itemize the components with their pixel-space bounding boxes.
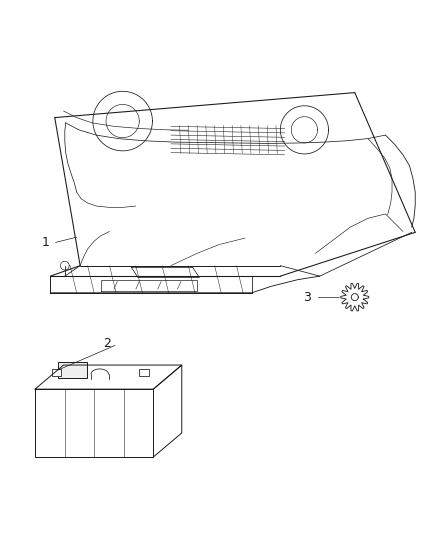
Bar xyxy=(139,369,149,376)
Bar xyxy=(52,369,61,376)
Text: 1: 1 xyxy=(42,236,50,249)
Text: 3: 3 xyxy=(303,290,311,304)
Bar xyxy=(58,362,87,378)
Text: 2: 2 xyxy=(103,337,111,350)
